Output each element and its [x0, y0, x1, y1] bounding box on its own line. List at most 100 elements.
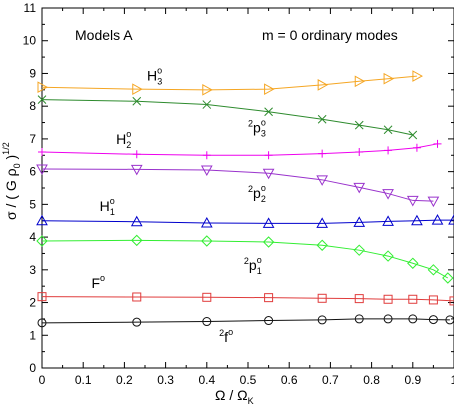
- data-point-plus: [318, 149, 327, 158]
- data-point-plus: [202, 151, 211, 160]
- x-tick-label: 0.1: [75, 373, 92, 387]
- data-point-x: [317, 114, 327, 124]
- y-tick-label: 5: [29, 197, 36, 211]
- data-point-square: [408, 294, 418, 304]
- series-label-base: F: [91, 275, 100, 291]
- data-point-x: [132, 96, 142, 106]
- chart-title-left: Models A: [75, 27, 133, 43]
- data-point-triangle-right: [317, 79, 329, 91]
- x-axis-label-sub: K: [248, 396, 254, 406]
- series-label-base: p: [253, 185, 261, 201]
- data-point-triangle-up: [411, 214, 423, 226]
- data-point-triangle-up: [353, 216, 366, 227]
- data-point-square: [428, 295, 438, 305]
- data-point-triangle-down: [130, 164, 143, 176]
- series-layer: [36, 70, 454, 328]
- data-point-square: [383, 294, 393, 304]
- series-label-sub: 3: [157, 77, 162, 87]
- x-tick-label: 0.5: [240, 373, 257, 387]
- data-point-triangle-down: [382, 189, 394, 200]
- series-label-base: p: [249, 257, 257, 273]
- series-label-base: H: [147, 68, 157, 84]
- data-point-x: [408, 130, 418, 140]
- data-point-circle: [264, 316, 274, 326]
- y-tick-label: 6: [29, 165, 36, 179]
- data-point-triangle-right: [412, 70, 423, 82]
- data-point-square: [317, 293, 327, 303]
- data-point-diamond: [353, 244, 365, 256]
- series-label-sup: o: [261, 183, 266, 193]
- y-tick-label: 0: [29, 361, 36, 375]
- series-label-base: f: [224, 329, 228, 345]
- data-point-triangle-up: [382, 215, 394, 226]
- series-label-sup: o: [110, 196, 115, 206]
- series-3: [36, 164, 440, 208]
- y-axis-label-sub: 0: [12, 163, 22, 168]
- series-label-prefix: 2: [219, 328, 224, 338]
- data-point-x: [383, 125, 393, 135]
- data-point-square: [202, 292, 212, 302]
- data-point-triangle-up: [36, 214, 48, 226]
- series-label: 2po 1: [244, 255, 262, 276]
- data-point-diamond: [131, 234, 143, 247]
- series-label-sup: o: [228, 327, 233, 337]
- data-point-triangle-right: [264, 83, 275, 96]
- x-axis-label: Ω / ΩK: [215, 387, 254, 406]
- series-line: [41, 99, 413, 136]
- data-point-triangle-up: [448, 214, 454, 225]
- x-tick-label: 0.2: [116, 373, 133, 387]
- data-point-square: [449, 296, 454, 306]
- series-1: [37, 95, 418, 140]
- data-point-triangle-down: [262, 168, 275, 180]
- data-point-triangle-up: [316, 217, 329, 228]
- data-point-diamond: [407, 257, 419, 269]
- data-point-triangle-down: [316, 175, 329, 186]
- y-tick-label: 2: [29, 296, 36, 310]
- series-label-prefix: 2: [244, 256, 249, 266]
- data-point-x: [264, 107, 273, 117]
- data-point-square: [264, 293, 274, 303]
- series-label-sup: o: [261, 117, 266, 127]
- x-tick-label: 0.8: [363, 373, 380, 387]
- data-point-circle: [37, 318, 47, 328]
- series-2: [38, 139, 442, 160]
- series-line: [41, 75, 417, 91]
- data-point-x: [202, 100, 212, 109]
- x-tick-label: 0.4: [198, 373, 215, 387]
- data-point-diamond: [382, 250, 394, 262]
- series-label-sub: 2: [261, 194, 266, 204]
- series-label-base: H: [100, 198, 110, 214]
- series-label: Ho 2: [116, 129, 131, 150]
- series-label-sub: 2: [126, 140, 131, 150]
- data-point-triangle-right: [132, 83, 143, 96]
- series-label-prefix: 2: [248, 184, 253, 194]
- data-point-circle: [202, 317, 212, 327]
- x-tick-label: 0: [39, 373, 46, 387]
- x-tick-label: 1: [451, 373, 454, 387]
- series-label-base: H: [116, 131, 126, 147]
- data-point-triangle-down: [353, 182, 366, 194]
- data-point-diamond: [427, 264, 440, 276]
- series-7: [37, 314, 454, 328]
- series-0: [37, 70, 423, 96]
- data-point-square: [132, 292, 142, 302]
- x-axis-label-main: Ω / Ω: [215, 387, 248, 403]
- series-label-prefix: 2: [248, 118, 253, 128]
- data-point-triangle-right: [383, 72, 395, 85]
- data-point-x: [354, 120, 364, 130]
- y-axis-label-main: σ / ( G ρ: [3, 168, 19, 220]
- data-point-plus: [433, 139, 442, 148]
- data-point-triangle-down: [36, 164, 48, 176]
- series-label: 2fo: [219, 327, 233, 345]
- series-label: 2po 2: [248, 183, 266, 204]
- series-label-sup: o: [157, 66, 162, 76]
- series-label: Fo: [91, 273, 105, 291]
- series-label-sub: 3: [261, 128, 266, 138]
- data-point-circle: [383, 314, 393, 324]
- data-point-triangle-up: [431, 214, 444, 225]
- data-point-plus: [412, 143, 421, 152]
- series-label: Ho 1: [100, 196, 115, 217]
- data-point-triangle-down: [200, 165, 213, 177]
